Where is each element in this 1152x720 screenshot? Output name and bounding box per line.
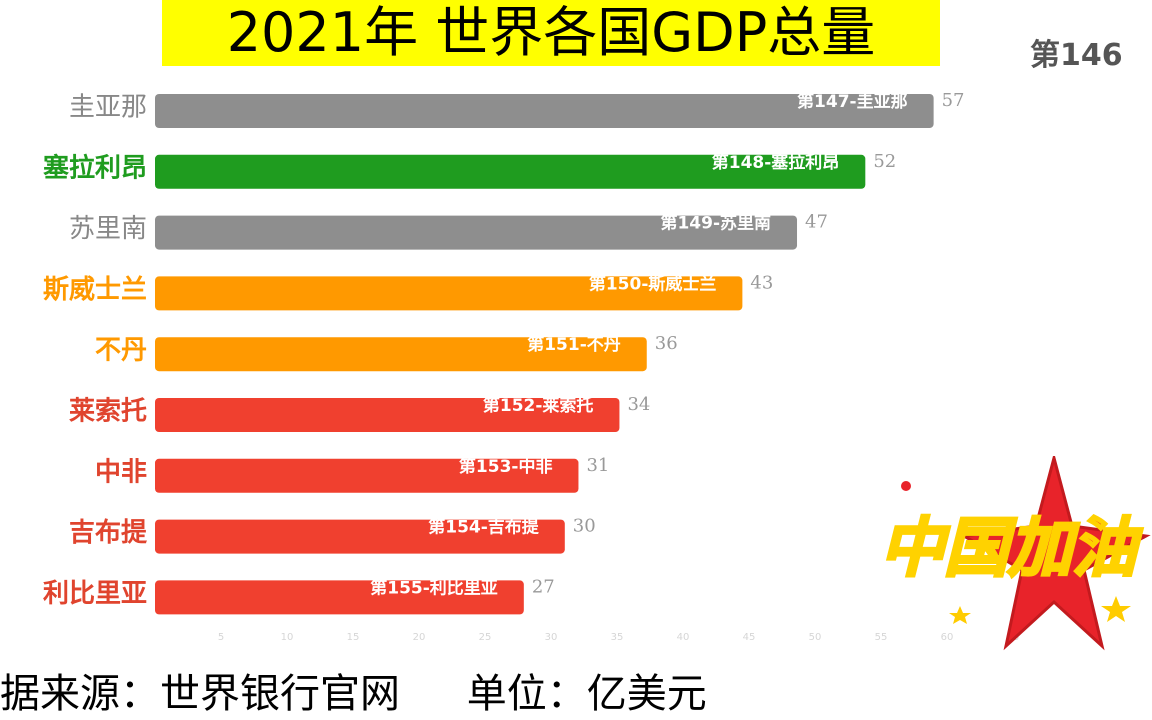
bar-4 bbox=[155, 276, 743, 311]
x-tick-label: 25 bbox=[479, 632, 492, 643]
badge-small-star bbox=[949, 606, 971, 624]
bar-inner-label: 第148-塞拉利昂 bbox=[712, 152, 840, 173]
category-label: 苏里南 bbox=[69, 214, 147, 244]
badge-small-star bbox=[1101, 596, 1131, 622]
bar-inner-label: 第152-莱索托 bbox=[483, 395, 594, 416]
data-source-label: 据来源：世界银行官网 bbox=[0, 671, 400, 717]
value-label: 43 bbox=[750, 272, 773, 293]
x-tick-label: 15 bbox=[347, 632, 360, 643]
bar-1 bbox=[155, 94, 934, 128]
bar-9 bbox=[155, 580, 524, 615]
category-label: 莱索托 bbox=[69, 397, 147, 427]
x-tick-label: 50 bbox=[809, 632, 822, 643]
value-label: 31 bbox=[586, 455, 609, 476]
footer: 据来源：世界银行官网 单位：亿美元 bbox=[0, 668, 707, 720]
bar-chart: 圭亚那 第147-圭亚那 57 塞拉利昂 第148-塞拉利昂 52 苏里南 第149-苏里南 4… bbox=[43, 90, 1019, 643]
bar-5 bbox=[155, 337, 647, 372]
bars-group: 圭亚那 第147-圭亚那 57 塞拉利昂 第148-塞拉利昂 52 苏里南 第149-苏里南 4… bbox=[43, 90, 965, 615]
x-tick-label: 5 bbox=[218, 632, 224, 643]
x-tick-label: 40 bbox=[677, 632, 690, 643]
x-tick-label: 35 bbox=[611, 632, 624, 643]
value-label: 47 bbox=[805, 212, 828, 233]
badge-sparkle bbox=[901, 481, 911, 491]
value-label: 57 bbox=[942, 90, 965, 111]
unit-label: 单位：亿美元 bbox=[466, 671, 707, 717]
badge-star-shape bbox=[959, 456, 1151, 651]
category-label: 吉布提 bbox=[69, 518, 148, 548]
category-label: 斯威士兰 bbox=[43, 274, 147, 305]
bar-inner-label: 第150-斯威士兰 bbox=[589, 273, 717, 294]
badge-text: 中国加油 bbox=[880, 512, 1143, 586]
x-tick-label: 45 bbox=[743, 632, 756, 643]
value-label: 30 bbox=[573, 516, 596, 537]
china-go-badge: 中国加油 bbox=[879, 456, 1151, 651]
category-label: 利比里亚 bbox=[43, 579, 147, 609]
category-label: 塞拉利昂 bbox=[43, 152, 147, 183]
x-tick-label: 55 bbox=[875, 632, 888, 643]
value-label: 27 bbox=[532, 576, 555, 597]
bar-inner-label: 第154-吉布提 bbox=[428, 517, 540, 538]
bar-inner-label: 第149-苏里南 bbox=[660, 213, 771, 234]
bar-6 bbox=[155, 398, 620, 432]
chart-title: 2021年 世界各国GDP总量 bbox=[162, 0, 940, 66]
x-tick-label: 10 bbox=[281, 632, 294, 643]
bar-7 bbox=[155, 458, 579, 493]
category-label: 中非 bbox=[95, 457, 147, 487]
value-label: 34 bbox=[627, 394, 650, 415]
bar-2 bbox=[155, 154, 866, 189]
value-label: 36 bbox=[655, 333, 678, 354]
category-label: 不丹 bbox=[95, 336, 147, 366]
bar-inner-label: 第151-不丹 bbox=[527, 334, 621, 355]
category-label: 圭亚那 bbox=[69, 93, 147, 123]
bar-inner-label: 第147-圭亚那 bbox=[797, 91, 908, 112]
bar-inner-label: 第153-中非 bbox=[459, 456, 553, 477]
bar-3 bbox=[155, 215, 798, 250]
corner-rank-label: 第146 bbox=[1030, 38, 1123, 73]
x-tick-label: 30 bbox=[545, 632, 558, 643]
x-tick-label: 20 bbox=[413, 632, 426, 643]
value-label: 52 bbox=[873, 151, 896, 172]
bar-8 bbox=[155, 519, 565, 554]
bar-inner-label: 第155-利比里亚 bbox=[370, 577, 498, 598]
x-tick-label: 60 bbox=[941, 632, 954, 643]
